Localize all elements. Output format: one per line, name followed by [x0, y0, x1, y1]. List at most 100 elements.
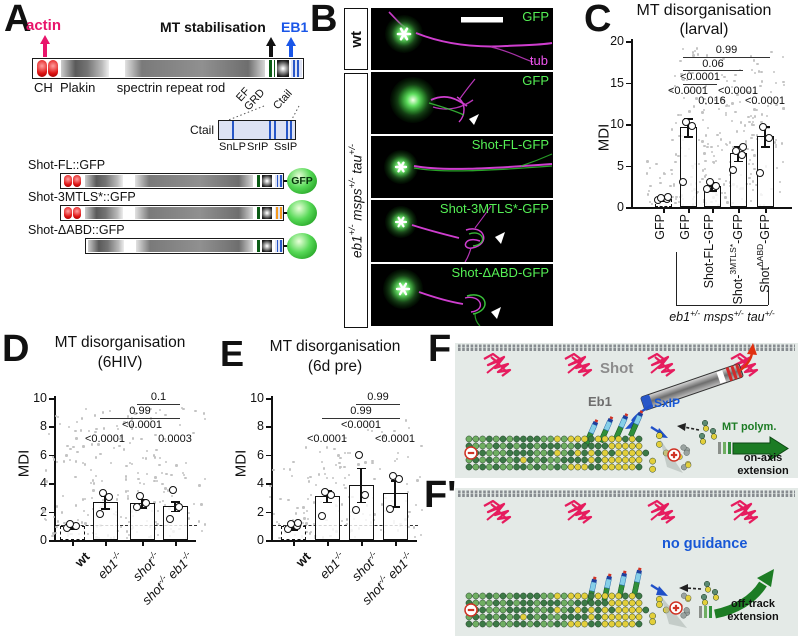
y-tick-label: 8 [257, 419, 264, 434]
frayed-protofilament [680, 444, 687, 451]
x-tick-label: ShotΔABD-GFP [755, 214, 773, 293]
microtubule-lattice [574, 456, 582, 464]
connector [283, 212, 288, 214]
significance-value: 0.016 [698, 95, 726, 108]
shot-schematic-label: Shot [600, 360, 634, 377]
scatter-dot [200, 503, 203, 506]
scatter-dot [722, 99, 726, 103]
microtubule-lattice [581, 606, 588, 614]
data-point [136, 491, 144, 500]
y-tick-label: 6 [257, 447, 264, 462]
microtubule-lattice [554, 449, 561, 457]
eb1-comet-icon [631, 567, 642, 596]
scatter-dot [703, 152, 706, 155]
data-point [355, 450, 363, 459]
scatter-dot [724, 112, 727, 115]
scatter-dot [721, 149, 724, 152]
microtubule-lattice [540, 606, 548, 614]
microtubule-lattice [567, 435, 575, 443]
scatter-dot [61, 494, 64, 498]
scatter-dot [74, 429, 77, 433]
scatter-dot [141, 457, 145, 460]
data-point [175, 503, 183, 512]
scatter-dot [749, 173, 752, 176]
scatter-dot [754, 183, 757, 187]
polym-dash [699, 606, 702, 618]
ef-hand-domain [269, 60, 272, 77]
microtubule-lattice [486, 620, 493, 628]
scatter-dot [407, 525, 410, 528]
significance-value: 0.0003 [158, 433, 192, 445]
scatter-dot [695, 97, 698, 100]
gfp-tag [287, 233, 317, 259]
scatter-dot [703, 144, 706, 147]
actin-network-icon [650, 356, 671, 374]
scatter-dot [53, 516, 56, 519]
microtubule-lattice [540, 599, 548, 607]
y-tick-label: 4 [257, 476, 264, 491]
scatter-dot [645, 172, 649, 175]
scatter-dot [774, 145, 777, 148]
y-tick-mark [626, 124, 631, 126]
scatter-dot [74, 476, 77, 479]
scatter-dot [648, 166, 652, 170]
scatter-dot [46, 480, 49, 483]
scatter-dot [309, 476, 312, 479]
microtubule-lattice [479, 463, 486, 471]
scatter-dot [702, 109, 705, 112]
scatter-dot [733, 79, 736, 82]
scatter-dot [698, 139, 701, 142]
neuron-image [384, 150, 553, 184]
scatter-dot [302, 506, 305, 509]
scatter-dot [734, 110, 737, 114]
data-point [66, 520, 74, 529]
scatter-dot [705, 84, 708, 88]
microtubule-lattice [526, 592, 534, 600]
microtubule-lattice [628, 456, 636, 464]
scatter-dot [69, 448, 72, 451]
microtubule-lattice [547, 449, 554, 457]
data-point [294, 518, 302, 527]
scatter-dot [192, 431, 195, 434]
scatter-dot [774, 82, 777, 85]
scatter-dot [753, 154, 756, 157]
scatter-dot [673, 85, 676, 88]
y-tick-mark [49, 426, 54, 428]
microtubule-lattice [601, 599, 609, 607]
microtubule-lattice [540, 435, 548, 443]
microtubule-lattice [479, 435, 486, 443]
panel-letter-d: D [2, 328, 30, 370]
scatter-dot [724, 196, 727, 199]
scatter-dot [275, 521, 279, 524]
arrowhead-icon [495, 232, 505, 244]
scatter-dot [54, 532, 58, 535]
error-bar-cap [100, 508, 110, 510]
scatter-dot [339, 466, 342, 469]
dimer-flux-arrowhead [679, 584, 688, 592]
microtubule-lattice [588, 435, 595, 443]
significance-value: <0.0001 [679, 71, 721, 83]
y-tick-mark [49, 398, 54, 400]
microtubule-lattice [608, 449, 616, 457]
scatter-dot [154, 476, 157, 479]
scatter-dot [712, 154, 716, 157]
microtubule-lattice [547, 442, 554, 450]
scatter-dot [664, 172, 667, 176]
microtubule-lattice [472, 435, 480, 443]
scatter-dot [187, 511, 191, 514]
scatter-dot [51, 534, 54, 538]
channel-label-tub: tub [529, 53, 548, 68]
scatter-dot [282, 467, 285, 471]
scatter-dot [63, 460, 66, 463]
microtubule-lattice [526, 463, 534, 471]
scatter-dot [67, 425, 70, 428]
eb1-arrow-shaft [289, 46, 293, 57]
scatter-dot [125, 464, 128, 467]
microtubule-lattice [492, 620, 500, 628]
scatter-dot [74, 460, 77, 463]
scatter-dot [61, 511, 64, 514]
microtubule-lattice [520, 456, 527, 464]
scatter-dot [296, 507, 299, 510]
scatter-dot [413, 535, 417, 538]
microtubule-lattice [520, 449, 527, 457]
